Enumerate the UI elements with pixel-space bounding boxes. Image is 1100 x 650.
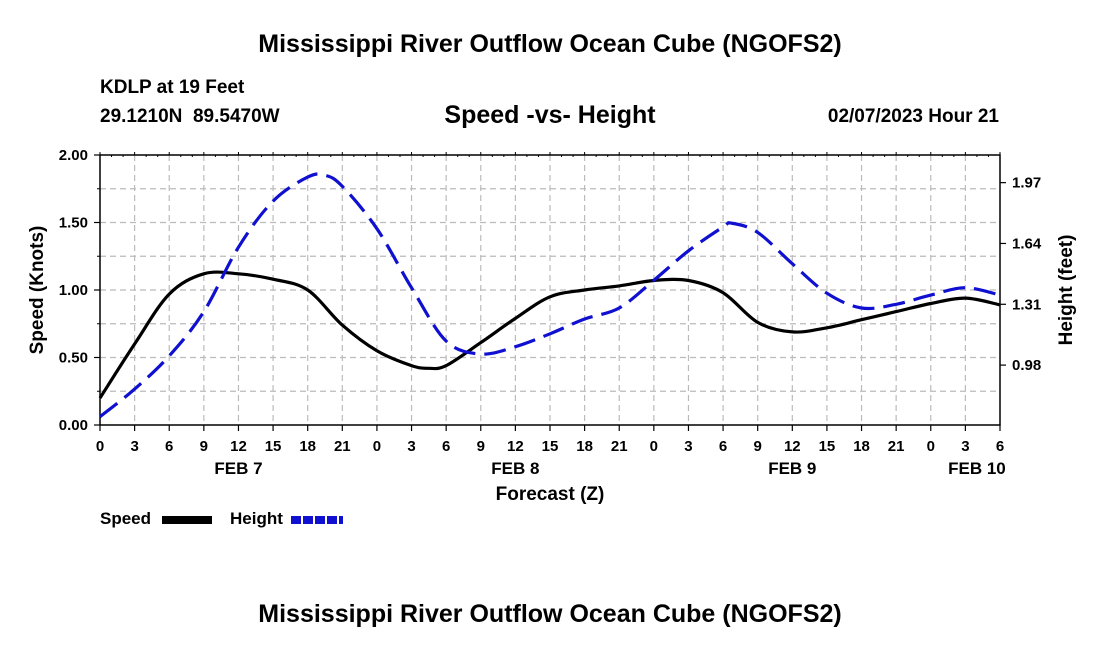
x-day-label: FEB 10 [948, 459, 1006, 478]
plot-frame [99, 154, 1001, 426]
legend-speed-label: Speed [100, 509, 152, 528]
y-tick-label: 1.00 [59, 282, 88, 299]
x-tick-label: 3 [961, 438, 969, 455]
x-day-label: FEB 9 [768, 459, 816, 478]
x-tick-label: 0 [96, 438, 104, 455]
y-tick-label: 0.00 [59, 417, 88, 434]
legend-height-label: Height [230, 509, 283, 528]
x-tick-label: 18 [853, 438, 870, 455]
grid-lines [100, 155, 1000, 425]
x-tick-label: 0 [650, 438, 658, 455]
x-tick-label: 21 [334, 438, 351, 455]
forecast-datetime: 02/07/2023 Hour 21 [827, 106, 999, 127]
tick-labels: 0 3 6 9 12 15 18 21 0 3 6 9 12 15 18 21 0 3 6 9 12 15 18 21 0 3 6 F… [59, 147, 1042, 478]
x-tick-label: 6 [719, 438, 727, 455]
y-tick-label: 1.50 [59, 215, 88, 232]
x-tick-label: 21 [611, 438, 628, 455]
x-tick-label: 0 [373, 438, 381, 455]
y2-tick-label: 1.31 [1012, 296, 1041, 313]
chart-footer-title: Mississippi River Outflow Ocean Cube (NG… [258, 600, 842, 628]
station-name: KDLP at 19 Feet [100, 77, 245, 98]
x-tick-label: 3 [684, 438, 692, 455]
x-day-label: FEB 7 [214, 459, 262, 478]
x-tick-label: 21 [888, 438, 905, 455]
x-tick-label: 12 [784, 438, 801, 455]
height-series-line [99, 172, 1001, 418]
x-tick-label: 0 [927, 438, 935, 455]
x-tick-label: 12 [507, 438, 524, 455]
y2-tick-label: 1.97 [1012, 175, 1041, 192]
x-tick-label: 9 [477, 438, 485, 455]
y2-tick-label: 0.98 [1012, 357, 1041, 374]
x-tick-label: 6 [442, 438, 450, 455]
x-tick-label: 3 [407, 438, 415, 455]
x-day-label: FEB 8 [491, 459, 539, 478]
x-tick-label: 9 [754, 438, 762, 455]
x-tick-label: 18 [576, 438, 593, 455]
x-tick-label: 15 [265, 438, 282, 455]
x-tick-label: 9 [200, 438, 208, 455]
y-axis-label-height: Height (feet) [1056, 235, 1077, 346]
x-tick-label: 12 [230, 438, 247, 455]
y-axis-label-speed: Speed (Knots) [27, 226, 48, 355]
y-tick-label: 0.50 [59, 350, 88, 367]
legend-speed-swatch [162, 516, 212, 524]
series-lines [98, 172, 1001, 418]
x-tick-label: 6 [165, 438, 173, 455]
chart-main-title: Mississippi River Outflow Ocean Cube (NG… [258, 30, 842, 58]
y-tick-label: 2.00 [59, 147, 88, 164]
y2-tick-label: 1.64 [1012, 235, 1042, 252]
x-tick-label: 18 [299, 438, 316, 455]
x-tick-label: 15 [542, 438, 559, 455]
x-axis-label: Forecast (Z) [496, 484, 605, 505]
station-coordinates: 29.1210N 89.5470W [100, 106, 280, 127]
x-tick-label: 15 [819, 438, 836, 455]
chart-subtitle: Speed -vs- Height [444, 101, 656, 129]
legend-height-swatch [291, 516, 343, 524]
speed-series-line [98, 270, 1001, 399]
x-tick-label: 6 [996, 438, 1004, 455]
x-tick-label: 3 [130, 438, 138, 455]
